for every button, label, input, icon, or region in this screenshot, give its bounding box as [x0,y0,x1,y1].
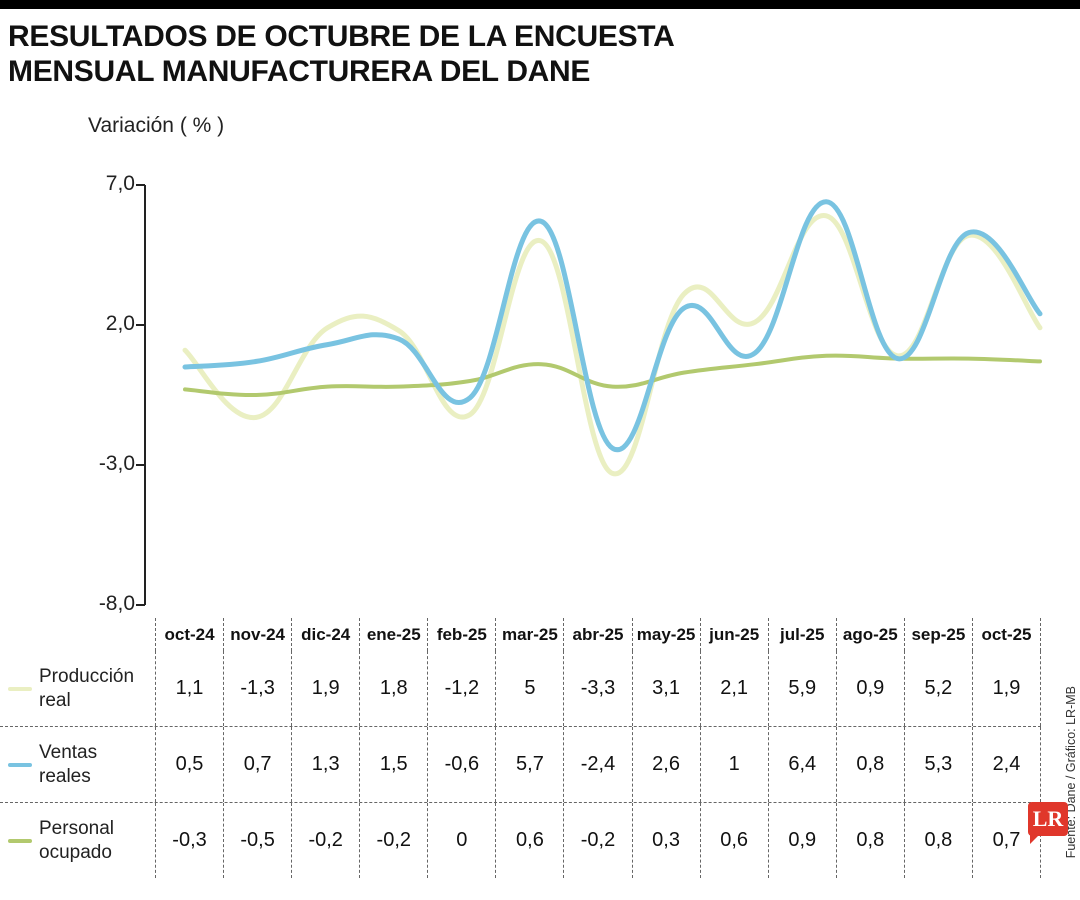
table-row-1: Ventas reales 0,5 0,7 1,3 1,5 -0,6 5,7 -2,4 2,6 1 6… [0,726,1042,802]
lr-logo-text: LR [1032,806,1064,831]
y-axis-title: Variación ( % ) [88,114,225,137]
value-cell: 5,3 [903,727,972,802]
month-header: sep-25 [903,618,972,651]
month-header: ene-25 [359,618,427,651]
line-chart [136,184,1043,606]
month-header: abr-25 [563,618,631,651]
value-cell: 5,9 [767,651,836,726]
value-cell: 6,4 [767,727,836,802]
value-cell: 0 [427,803,495,878]
y-tick-label: 2,0 [105,312,135,335]
series-label: Ventas reales [0,727,155,802]
series-line-2 [183,353,1042,398]
value-cell: 1,9 [291,651,359,726]
series-label-text: Producción real [39,665,135,711]
series-label: Personal ocupado [0,803,155,878]
value-cell: 0,6 [495,803,563,878]
value-cell: 1,9 [971,651,1042,726]
value-cell: 0,8 [903,803,972,878]
value-cell: 0,6 [699,803,768,878]
lr-logo-tail [1030,834,1040,844]
page-title: RESULTADOS DE OCTUBRE DE LA ENCUESTA MEN… [8,20,675,89]
value-cell: 5,7 [495,727,563,802]
month-header: jul-25 [767,618,836,651]
lr-logo: LR [1028,802,1068,844]
value-cell: 0,7 [223,727,291,802]
value-cell: -0,5 [223,803,291,878]
top-bar [0,0,1080,9]
month-header: mar-25 [495,618,563,651]
value-cell: 1,5 [359,727,427,802]
table-corner [0,618,155,651]
value-cell: 2,4 [971,727,1042,802]
data-table: oct-24 nov-24 dic-24 ene-25 feb-25 mar-25 abr-… [0,618,1042,878]
value-cell: 1 [699,727,768,802]
value-cell: -1,2 [427,651,495,726]
value-cell: 5,2 [903,651,972,726]
value-cell: 2,1 [699,651,768,726]
y-tick-label: 7,0 [105,172,135,195]
table-row-0: Producción real 1,1 -1,3 1,9 1,8 -1,2 5 -3,3 3,1 2… [0,651,1042,726]
title-line-2: MENSUAL MANUFACTURERA DEL DANE [8,54,591,88]
value-cell: -0,3 [155,803,223,878]
y-tick-label: -8,0 [98,592,135,615]
month-header: nov-24 [223,618,291,651]
y-tick-label: -3,0 [98,452,135,475]
table-row-2: Personal ocupado -0,3 -0,5 -0,2 -0,2 0 0,6 -0,2 0… [0,802,1042,878]
legend-swatch [8,762,32,767]
value-cell: 0,8 [835,803,904,878]
value-cell: 1,1 [155,651,223,726]
month-header: ago-25 [835,618,904,651]
series-line-0 [182,213,1043,476]
value-cell: -0,2 [291,803,359,878]
legend-swatch [8,686,32,691]
month-header: jun-25 [699,618,768,651]
title-line-1: RESULTADOS DE OCTUBRE DE LA ENCUESTA [8,20,675,53]
value-cell: -1,3 [223,651,291,726]
value-cell: -0,6 [427,727,495,802]
value-cell: -2,4 [563,727,631,802]
month-header: dic-24 [291,618,359,651]
series-label-text: Personal ocupado [39,817,114,863]
month-header: feb-25 [427,618,495,651]
value-cell: 2,6 [631,727,700,802]
value-cell: -0,2 [563,803,631,878]
series-label: Producción real [0,651,155,726]
value-cell: 0,8 [835,727,904,802]
month-header: may-25 [631,618,700,651]
month-header: oct-24 [155,618,223,651]
value-cell: -3,3 [563,651,631,726]
value-cell: -0,2 [359,803,427,878]
value-cell: 0,9 [835,651,904,726]
value-cell: 1,3 [291,727,359,802]
legend-swatch [8,838,32,843]
series-line-1 [182,199,1043,453]
value-cell: 0,3 [631,803,700,878]
value-cell: 0,7 [971,803,1042,878]
value-cell: 5 [495,651,563,726]
value-cell: 0,9 [767,803,836,878]
series-label-text: Ventas reales [39,741,98,787]
value-cell: 3,1 [631,651,700,726]
value-cell: 0,5 [155,727,223,802]
month-header: oct-25 [971,618,1042,651]
value-cell: 1,8 [359,651,427,726]
table-header-row: oct-24 nov-24 dic-24 ene-25 feb-25 mar-25 abr-… [0,618,1042,651]
